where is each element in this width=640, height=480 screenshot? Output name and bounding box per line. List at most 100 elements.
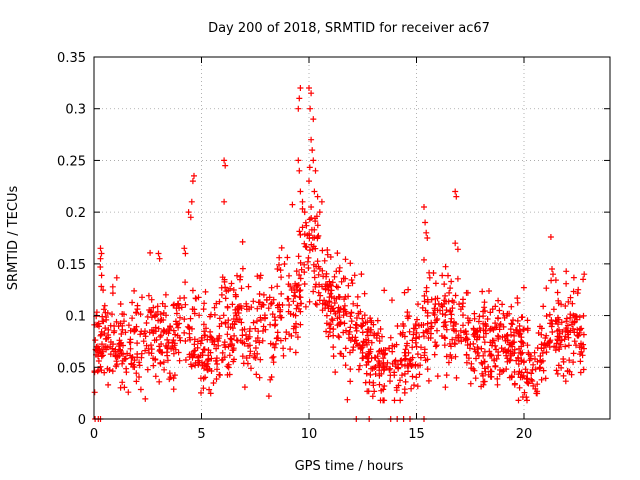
data-point: [216, 371, 223, 378]
data-point: [134, 340, 141, 347]
data-point: [323, 328, 330, 335]
data-point: [237, 273, 244, 280]
data-point: [520, 372, 527, 379]
data-point: [299, 205, 306, 212]
data-point: [554, 289, 561, 296]
data-point: [372, 371, 379, 377]
data-point: [274, 266, 281, 272]
data-point: [524, 325, 531, 332]
data-point: [487, 325, 494, 332]
data-point: [296, 167, 303, 174]
data-point: [187, 214, 194, 221]
data-point: [423, 229, 430, 236]
data-point: [272, 321, 279, 328]
data-point: [302, 243, 309, 250]
data-point: [109, 311, 115, 318]
data-point: [271, 314, 278, 321]
x-tick-label: 15: [408, 427, 425, 442]
data-point: [276, 254, 283, 261]
data-point: [335, 333, 342, 340]
data-point: [442, 322, 449, 329]
data-point: [291, 292, 298, 299]
data-point: [492, 342, 499, 349]
data-point: [200, 346, 207, 353]
data-point: [490, 326, 497, 333]
data-point: [562, 343, 569, 350]
data-point: [389, 360, 396, 367]
data-point: [467, 380, 474, 387]
data-point: [565, 298, 572, 305]
data-point: [367, 371, 374, 378]
data-point: [347, 337, 354, 344]
data-point: [513, 357, 520, 364]
data-point: [254, 318, 260, 325]
data-point: [127, 336, 134, 343]
data-point: [415, 301, 421, 308]
data-point: [514, 317, 521, 324]
data-point: [295, 305, 302, 312]
data-point: [453, 374, 460, 381]
data-point: [410, 331, 417, 338]
data-point: [150, 304, 157, 311]
data-point: [428, 325, 434, 332]
data-point: [556, 346, 563, 352]
data-point: [247, 325, 253, 332]
data-point: [347, 378, 354, 385]
data-point: [267, 376, 274, 383]
data-point: [361, 290, 368, 297]
data-point: [553, 340, 560, 347]
data-point: [166, 376, 173, 383]
data-point: [213, 300, 220, 307]
data-point: [479, 360, 486, 367]
data-point: [432, 343, 439, 350]
data-point: [447, 351, 454, 358]
data-point: [306, 247, 313, 254]
data-point: [465, 355, 472, 362]
data-point: [452, 188, 459, 195]
data-point: [222, 295, 229, 302]
data-point: [449, 336, 456, 343]
data-point: [237, 303, 244, 309]
data-point: [523, 394, 530, 401]
data-point: [563, 325, 570, 332]
data-point: [432, 280, 439, 287]
data-point: [323, 312, 330, 319]
data-point: [286, 272, 292, 279]
data-point: [421, 333, 427, 340]
data-point: [270, 353, 277, 360]
data-point: [347, 313, 354, 320]
data-point: [480, 334, 487, 341]
data-point: [368, 319, 375, 326]
data-point: [387, 365, 394, 372]
data-point: [103, 335, 110, 342]
data-point: [426, 269, 433, 276]
data-point: [514, 299, 521, 306]
data-point: [254, 305, 261, 312]
data-point: [389, 297, 395, 304]
data-point: [297, 259, 304, 266]
data-point: [351, 272, 358, 279]
data-point: [219, 349, 226, 356]
data-point: [508, 340, 515, 347]
data-point: [532, 356, 538, 362]
data-point: [426, 274, 433, 281]
data-point: [344, 396, 351, 403]
data-point: [567, 311, 574, 318]
data-point: [433, 342, 440, 349]
y-tick-label: 0: [78, 413, 86, 428]
data-point: [315, 271, 322, 278]
data-point: [399, 329, 406, 336]
data-point: [463, 351, 470, 358]
data-point: [531, 349, 538, 356]
data-point: [328, 316, 335, 323]
data-point: [370, 379, 377, 386]
data-point: [555, 297, 562, 304]
data-point: [443, 353, 450, 360]
data-point: [451, 319, 458, 326]
data-point: [214, 366, 220, 373]
data-point: [225, 287, 232, 294]
data-point: [570, 274, 577, 281]
data-point: [306, 164, 313, 171]
data-point: [294, 334, 301, 341]
data-point: [528, 370, 535, 377]
